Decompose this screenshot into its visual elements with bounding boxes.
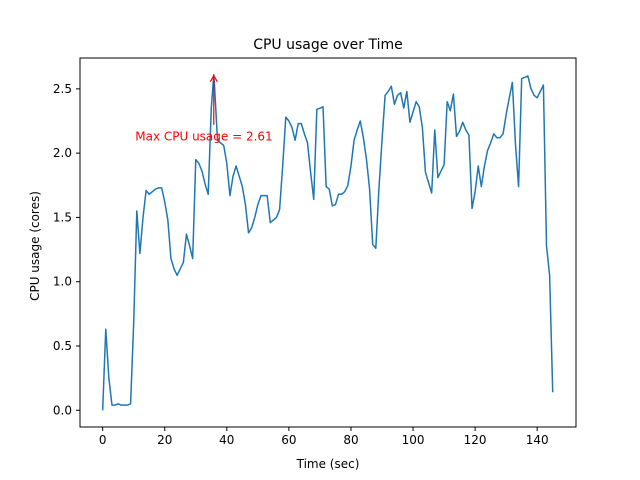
- annotation-arrow-head: [209, 74, 218, 83]
- y-tick-label: 0.0: [53, 403, 72, 417]
- x-tick-label: 0: [99, 433, 107, 447]
- y-tick-label: 1.5: [53, 210, 72, 224]
- x-axis-label: Time (sec): [296, 457, 360, 471]
- series-line-0: [101, 73, 554, 411]
- x-tick-label: 100: [402, 433, 425, 447]
- x-tick-label: 80: [343, 433, 358, 447]
- x-tick-label: 20: [157, 433, 172, 447]
- y-tick-label: 2.0: [53, 146, 72, 160]
- annotation-label: Max CPU usage = 2.61: [135, 129, 272, 143]
- x-tick-label: 120: [464, 433, 487, 447]
- y-tick-label: 1.0: [53, 275, 72, 289]
- axes-frame: [79, 57, 577, 428]
- x-tick-label: 40: [219, 433, 234, 447]
- axes: 0 20 40 60 80 100 120 140 0.0 0.5 1.0 1.5 2.0 2.5: [53, 57, 577, 447]
- x-tick-label: 60: [281, 433, 296, 447]
- x-tick-label: 140: [526, 433, 549, 447]
- y-axis-label: CPU usage (cores): [28, 191, 42, 301]
- chart-title: CPU usage over Time: [253, 37, 403, 53]
- plot-area: Max CPU usage = 2.61: [101, 73, 554, 411]
- y-tick-label: 0.5: [53, 339, 72, 353]
- y-tick-label: 2.5: [53, 82, 72, 96]
